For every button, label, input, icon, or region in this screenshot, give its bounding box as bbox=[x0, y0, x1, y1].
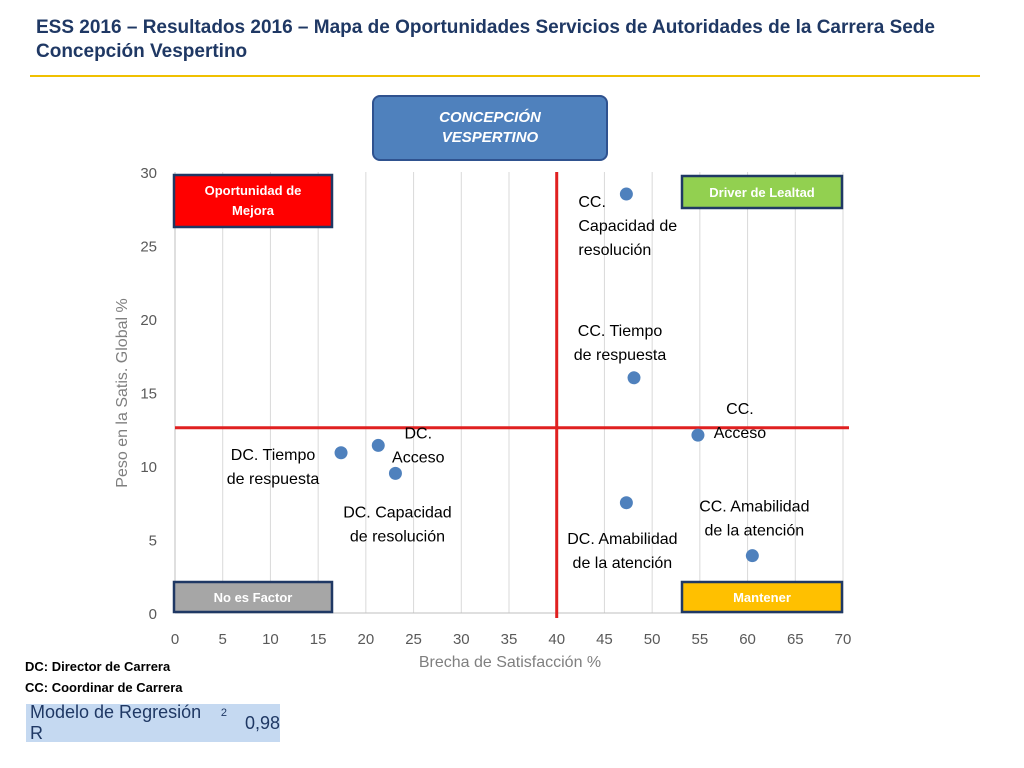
x-tick-label: 15 bbox=[310, 631, 327, 648]
y-tick-label: 0 bbox=[149, 606, 157, 623]
y-tick-label: 25 bbox=[140, 239, 157, 256]
point-label: CC. Capacidad de resolución bbox=[578, 194, 677, 259]
point-label: DC. Capacidad de resolución bbox=[343, 504, 452, 545]
quadrant-box-bottom-right bbox=[680, 580, 844, 614]
regression-value: 0,98 bbox=[244, 712, 280, 733]
regression-box: Modelo de Regresión R 2 0,98 bbox=[26, 702, 280, 743]
quadrant-boxes: Oportunidad de Mejora Driver de Lealtad No … bbox=[172, 173, 844, 614]
data-point bbox=[691, 428, 705, 442]
scatter-chart: 0 5 10 15 20 25 30 35 40 45 50 55 60 65 70 0 5 10 15 20 25 30… bbox=[114, 165, 852, 671]
quadrant-box-top-right bbox=[680, 174, 844, 210]
x-tick-label: 35 bbox=[501, 631, 518, 648]
x-tick-label: 30 bbox=[453, 631, 470, 648]
point-label: DC. Acceso bbox=[392, 425, 445, 466]
data-point bbox=[619, 496, 633, 510]
x-tick-label: 20 bbox=[358, 631, 375, 648]
point-label: CC. Acceso bbox=[714, 401, 767, 442]
legend-cc: CC: Coordinar de Carrera bbox=[25, 680, 183, 695]
regression-label: Modelo de Regresión R bbox=[30, 702, 202, 743]
segment-badge-label: CONCEPCIÓN VESPERTINO bbox=[439, 109, 541, 146]
data-point bbox=[619, 187, 633, 201]
x-tick-label: 55 bbox=[692, 631, 709, 648]
x-tick-label: 70 bbox=[835, 631, 852, 648]
data-point bbox=[745, 549, 759, 563]
threshold-lines bbox=[175, 172, 849, 618]
data-point bbox=[334, 446, 348, 460]
x-tick-label: 40 bbox=[548, 631, 565, 648]
x-tick-label: 45 bbox=[596, 631, 613, 648]
x-axis-label: Brecha de Satisfacción % bbox=[419, 654, 601, 671]
title-divider bbox=[30, 75, 980, 77]
quadrant-label-top-left: Oportunidad de Mejora bbox=[205, 183, 302, 218]
y-tick-label: 15 bbox=[140, 386, 157, 403]
quadrant-label-bottom-right: Mantener bbox=[733, 590, 791, 605]
x-tick-label: 5 bbox=[219, 631, 227, 648]
x-tick-label: 25 bbox=[405, 631, 422, 648]
point-label: DC. Tiempo de respuesta bbox=[227, 447, 320, 488]
quadrant-label-top-right: Driver de Lealtad bbox=[709, 185, 815, 200]
data-point bbox=[388, 466, 402, 480]
legend-dc: DC: Director de Carrera bbox=[25, 659, 171, 674]
point-labels: CC. Capacidad de resolución CC. Tiempo de re… bbox=[227, 194, 810, 572]
quadrant-label-bottom-left: No es Factor bbox=[214, 590, 293, 605]
point-label: CC. Amabilidad de la atención bbox=[699, 499, 809, 540]
x-tick-label: 10 bbox=[262, 631, 279, 648]
regression-superscript: 2 bbox=[220, 707, 227, 719]
quadrant-box-bottom-left bbox=[172, 580, 334, 614]
quadrant-box-top-left bbox=[172, 173, 334, 229]
x-tick-label: 65 bbox=[787, 631, 804, 648]
segment-badge: CONCEPCIÓN VESPERTINO bbox=[372, 95, 608, 161]
y-axis-label: Peso en la Satis. Global % bbox=[114, 298, 131, 487]
y-tick-label: 5 bbox=[149, 533, 157, 550]
page-title: ESS 2016 – Resultados 2016 – Mapa de Opo… bbox=[36, 17, 935, 62]
point-label: DC. Amabilidad de la atención bbox=[567, 531, 677, 572]
data-point bbox=[371, 438, 385, 452]
y-tick-label: 30 bbox=[140, 165, 157, 182]
y-tick-label: 10 bbox=[140, 459, 157, 476]
data-points bbox=[334, 187, 759, 563]
x-tick-label: 60 bbox=[739, 631, 756, 648]
point-label: CC. Tiempo de respuesta bbox=[574, 323, 667, 364]
y-tick-label: 20 bbox=[140, 312, 157, 329]
abbreviation-legend: DC: Director de Carrera CC: Coordinar de… bbox=[25, 656, 182, 698]
data-point bbox=[627, 371, 641, 385]
x-tick-label: 50 bbox=[644, 631, 661, 648]
x-tick-label: 0 bbox=[171, 631, 179, 648]
chart-grid bbox=[174, 172, 844, 613]
